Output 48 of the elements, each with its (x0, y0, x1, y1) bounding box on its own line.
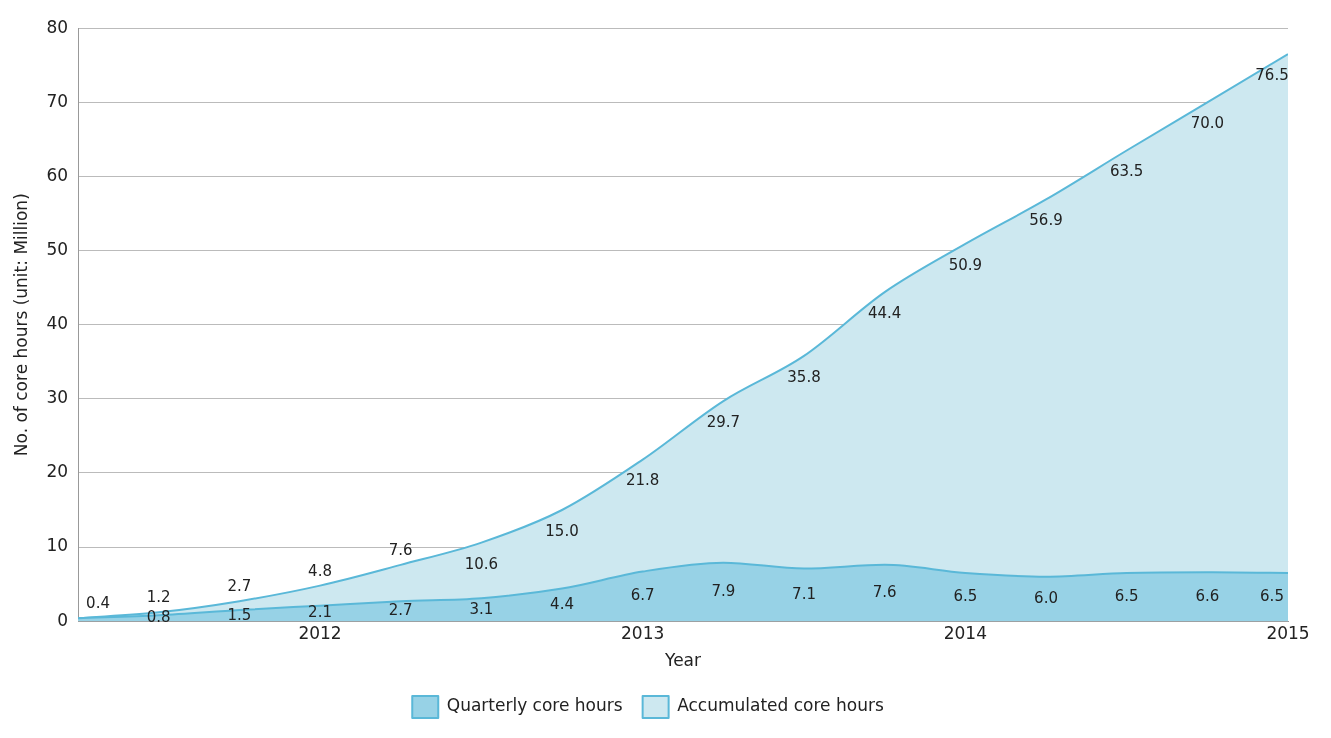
data-label: 50.9 (948, 255, 983, 274)
y-axis-title: No. of core hours (unit: Million) (10, 193, 31, 457)
data-label: 6.5 (1260, 587, 1284, 605)
y-tick-label: 80 (46, 16, 69, 37)
data-label: 6.5 (953, 587, 978, 605)
data-label: 21.8 (625, 471, 660, 490)
data-label: 63.5 (1109, 162, 1144, 181)
y-tick-label: 70 (46, 90, 69, 111)
legend-label: Quarterly core hours (446, 695, 623, 716)
data-label: 35.8 (787, 367, 821, 386)
y-tick-label: 40 (46, 313, 69, 334)
x-axis-title: Year (664, 650, 702, 671)
data-label: 15.0 (545, 521, 579, 540)
x-tick-label: 2013 (621, 622, 665, 643)
data-label: 0.8 (146, 608, 171, 627)
data-label: 7.9 (711, 581, 736, 600)
data-label: 7.1 (792, 584, 816, 603)
data-label: 1.5 (227, 605, 252, 624)
data-label: 6.6 (1195, 586, 1220, 605)
data-label: 6.0 (1034, 588, 1058, 607)
y-tick-label: 10 (46, 535, 69, 556)
y-tick-label: 20 (46, 461, 69, 482)
x-tick-label: 2012 (298, 622, 342, 643)
data-label: 1.2 (146, 588, 171, 607)
data-label: 2.1 (308, 603, 332, 622)
y-tick-label: 0 (57, 609, 69, 630)
x-tick-label: 2015 (1266, 622, 1310, 643)
data-label: 70.0 (1190, 114, 1225, 133)
data-label: 7.6 (872, 582, 897, 601)
data-label: 4.4 (550, 594, 574, 613)
data-label: 4.8 (308, 561, 332, 580)
data-label: 76.5 (1255, 66, 1289, 85)
data-label: 7.6 (388, 540, 413, 559)
data-label: 10.6 (464, 554, 499, 573)
data-label: 29.7 (706, 412, 741, 431)
y-tick-label: 30 (46, 387, 69, 408)
y-tick-label: 50 (46, 239, 69, 259)
data-label: 2.7 (388, 601, 413, 620)
y-tick-label: 60 (46, 164, 69, 185)
x-tick-label: 2014 (943, 622, 987, 643)
data-label: 2.7 (227, 577, 252, 596)
data-label: 44.4 (867, 303, 902, 322)
data-label: 3.1 (469, 599, 494, 618)
data-label: 56.9 (1029, 211, 1063, 230)
data-label: 6.7 (630, 586, 655, 605)
data-label: 6.5 (1114, 587, 1139, 605)
data-label: 0.4 (86, 594, 110, 613)
legend-label: Accumulated core hours (677, 695, 884, 716)
